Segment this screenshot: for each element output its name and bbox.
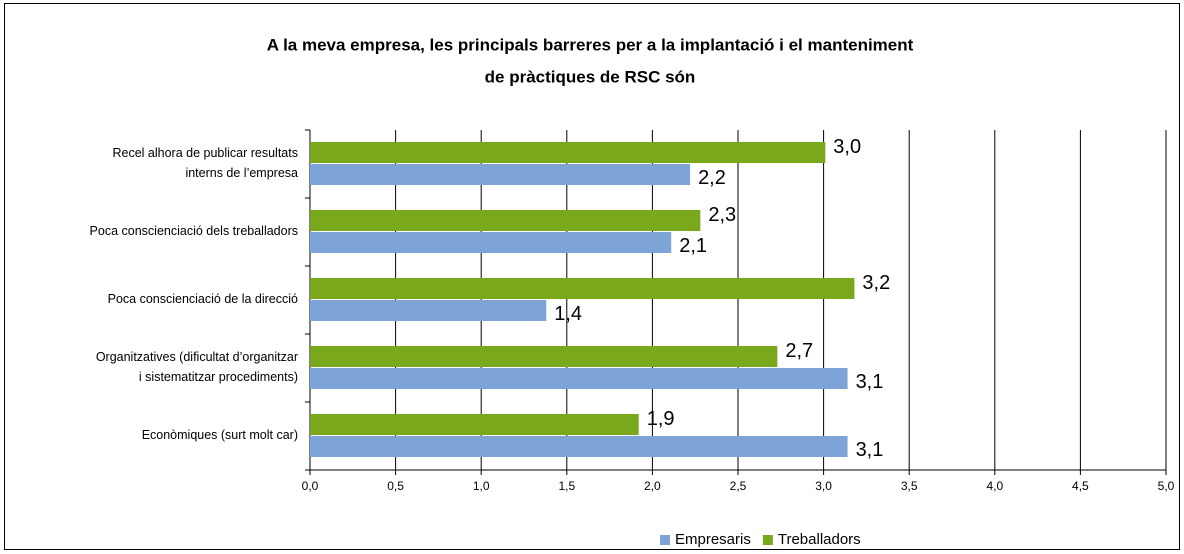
bar [310,164,691,185]
x-tick-label: 0,0 [302,479,319,493]
value-label: 1,9 [647,408,675,430]
x-tick-label: 4,0 [986,479,1003,493]
y-tick-label: Poca conscienciació de la direcció [108,292,298,306]
value-label: 1,4 [554,303,582,325]
legend-label: Treballadors [778,531,861,548]
x-tick-label: 0,5 [387,479,404,493]
bar [310,142,826,163]
bar [310,300,547,321]
value-label: 2,3 [708,204,736,226]
x-tick-label: 3,0 [815,479,832,493]
chart-title: de pràctiques de RSC són [485,67,696,86]
value-label: 2,2 [698,167,726,189]
bar [310,368,848,389]
chart-title: A la meva empresa, les principals barrer… [267,35,914,54]
chart-border [4,3,1180,550]
x-tick-label: 2,0 [644,479,661,493]
bar [310,436,848,457]
value-label: 3,1 [856,439,884,461]
value-label: 3,1 [856,371,884,393]
x-tick-label: 3,5 [901,479,918,493]
x-tick-label: 1,5 [558,479,575,493]
bar [310,210,701,231]
value-label: 3,0 [833,136,861,158]
y-tick-label: Organitzatives (dificultat d’organitzar i… [96,350,298,384]
x-tick-label: 5,0 [1158,479,1175,493]
y-tick-label: Poca conscienciació dels treballadors [90,224,298,238]
bar [310,414,639,435]
legend-swatch [660,535,670,545]
x-tick-label: 1,0 [473,479,490,493]
bar [310,346,778,367]
value-label: 3,2 [862,272,890,294]
legend-label: Empresaris [675,531,751,548]
bar [310,232,672,253]
value-label: 2,7 [785,340,813,362]
legend-swatch [762,535,773,545]
y-tick-label: Recel alhora de publicar resultats intern… [112,146,298,180]
bar [310,278,855,299]
y-tick-label: Econòmiques (surt molt car) [142,428,298,442]
x-tick-label: 2,5 [730,479,747,493]
x-tick-label: 4,5 [1072,479,1089,493]
value-label: 2,1 [679,235,707,257]
